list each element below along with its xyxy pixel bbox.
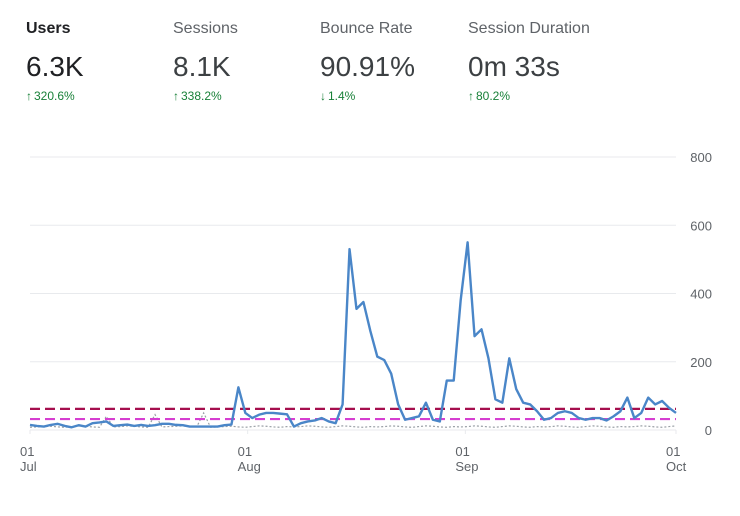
x-tick-month: Jul: [20, 459, 37, 474]
x-tick-month: Sep: [455, 459, 478, 474]
arrow-up-icon: ↑: [468, 89, 474, 103]
x-tick-month: Oct: [666, 459, 687, 474]
metric-value: 8.1K: [173, 51, 231, 82]
x-tick-day: 01: [238, 444, 252, 459]
y-tick-label: 0: [705, 423, 712, 438]
y-tick-label: 200: [690, 355, 712, 370]
metric-sessions[interactable]: Sessions 8.1K ↑ 338.2%: [173, 18, 313, 104]
x-tick-day: 01: [20, 444, 34, 459]
x-tick-day: 01: [455, 444, 469, 459]
users-line-chart[interactable]: 800 600 400 200 0 01 Jul 01 Aug 01 Sep 01 Oct: [0, 140, 740, 480]
metric-change: ↑ 80.2%: [468, 88, 608, 104]
metric-session-duration[interactable]: Session Duration 0m 33s ↑ 80.2%: [468, 18, 608, 104]
metric-change-value: 1.4%: [328, 89, 356, 103]
metric-value: 0m 33s: [468, 51, 560, 82]
arrow-up-icon: ↑: [173, 89, 179, 103]
metric-change-value: 320.6%: [34, 89, 75, 103]
metric-bounce-rate[interactable]: Bounce Rate 90.91% ↓ 1.4%: [320, 18, 460, 104]
x-tick-day: 01: [666, 444, 680, 459]
metric-value: 90.91%: [320, 51, 415, 82]
metric-label: Users: [26, 20, 71, 37]
metrics-row: Users 6.3K ↑ 320.6% Sessions 8.1K ↑ 338.2%…: [26, 18, 730, 118]
metric-value: 6.3K: [26, 51, 84, 82]
metric-change: ↑ 320.6%: [26, 88, 166, 104]
y-tick-label: 600: [690, 218, 712, 233]
metric-label: Bounce Rate: [320, 20, 413, 37]
metric-label: Sessions: [173, 20, 238, 37]
arrow-up-icon: ↑: [26, 89, 32, 103]
metric-change-value: 80.2%: [476, 89, 511, 103]
metric-users[interactable]: Users 6.3K ↑ 320.6%: [26, 18, 166, 104]
y-tick-label: 400: [690, 287, 712, 302]
users-series-line: [29, 241, 677, 429]
arrow-down-icon: ↓: [320, 89, 326, 103]
metric-change: ↓ 1.4%: [320, 88, 460, 104]
metric-label: Session Duration: [468, 20, 590, 37]
y-tick-label: 800: [690, 150, 712, 165]
x-tick-month: Aug: [238, 459, 261, 474]
metric-change-value: 338.2%: [181, 89, 222, 103]
metric-change: ↑ 338.2%: [173, 88, 313, 104]
